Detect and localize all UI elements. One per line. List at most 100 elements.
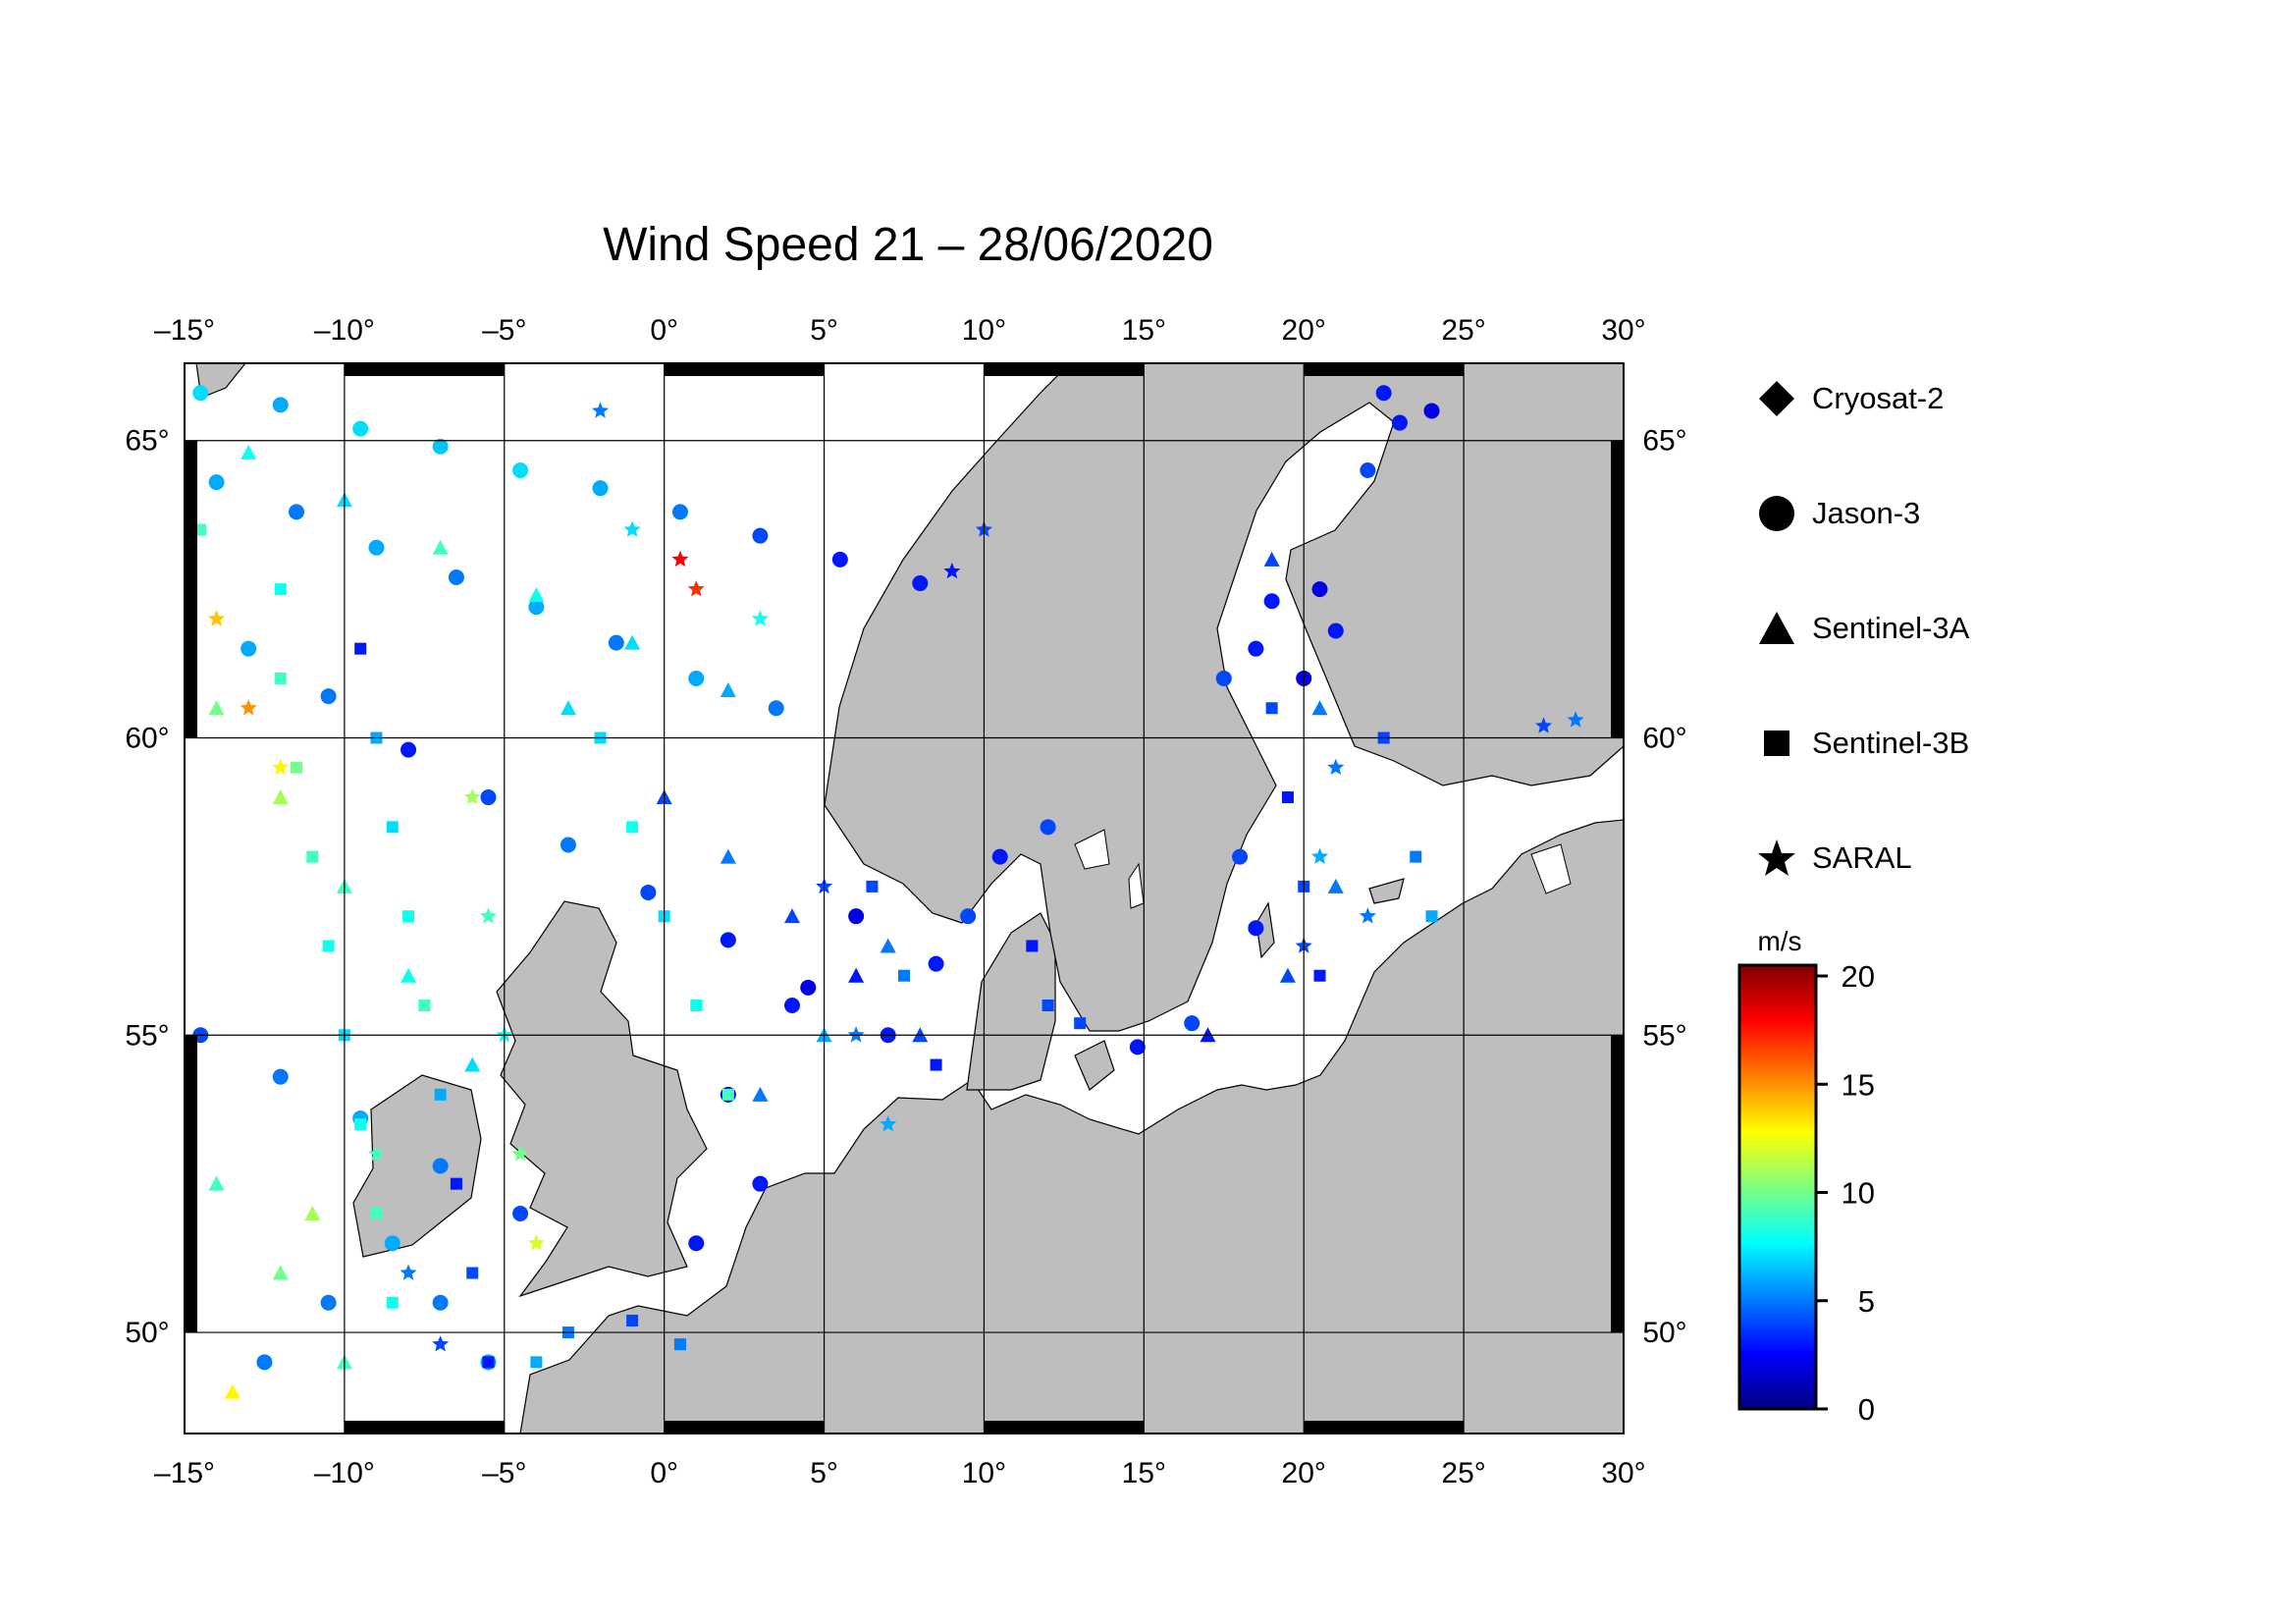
legend-item-sentinel-3b: Sentinel-3B (1757, 718, 2071, 767)
wind-point-jason-3 (1391, 414, 1408, 431)
lat-tick-label-left: 65° (125, 425, 169, 458)
land-zealand (1074, 1040, 1115, 1091)
wind-point-jason-3 (560, 837, 576, 853)
wind-point-jason-3 (1423, 403, 1440, 419)
lon-tick-label-bottom: –10° (314, 1457, 375, 1489)
lon-tick-label-bottom: 10° (962, 1457, 1006, 1489)
wind-point-jason-3 (912, 575, 929, 592)
wind-point-sentinel-3a (1327, 878, 1344, 893)
wind-point-sentinel-3b (690, 1000, 703, 1011)
wind-point-sentinel-3a (848, 967, 865, 983)
wind-point-jason-3 (1311, 581, 1328, 598)
wind-point-jason-3 (432, 1294, 449, 1311)
wind-point-saral (943, 562, 961, 579)
wind-point-jason-3 (752, 1175, 769, 1192)
wind-point-saral (527, 1234, 545, 1251)
wind-point-sentinel-3b (291, 761, 303, 774)
wind-point-jason-3 (208, 474, 225, 491)
wind-point-saral (479, 907, 497, 924)
lon-tick-label-top: 25° (1441, 314, 1485, 347)
wind-point-jason-3 (1232, 848, 1249, 865)
legend-label: SARAL (1812, 840, 1912, 875)
wind-point-sentinel-3a (720, 848, 736, 864)
wind-point-jason-3 (1360, 462, 1376, 478)
grid-lines (185, 363, 1624, 1434)
lon-tick-label-bottom: 0° (650, 1457, 678, 1489)
wind-point-jason-3 (1040, 819, 1056, 836)
lakes (1074, 829, 1572, 909)
frame-bar-top (344, 362, 505, 376)
land-saaremaa (1368, 878, 1405, 904)
wind-point-sentinel-3b (898, 969, 910, 982)
land-continent (519, 819, 1624, 1434)
wind-point-sentinel-3b (482, 1356, 495, 1369)
lon-tick-label-top: 5° (810, 314, 838, 347)
wind-point-jason-3 (384, 1235, 400, 1252)
wind-point-sentinel-3b (274, 672, 287, 684)
wind-point-sentinel-3b (1026, 940, 1039, 952)
frame-bar-left (184, 440, 197, 738)
wind-point-sentinel-3a (783, 908, 800, 924)
lat-tick-label-right: 60° (1642, 723, 1686, 755)
lon-tick-label-bottom: –5° (482, 1457, 526, 1489)
legend-label: Sentinel-3A (1812, 611, 1970, 645)
colorbar-tick-label: 15 (1842, 1067, 1875, 1102)
lon-tick-label-top: 15° (1122, 314, 1166, 347)
lon-tick-label-top: 10° (962, 314, 1006, 347)
land-mass (195, 363, 1624, 1434)
wind-point-jason-3 (320, 688, 337, 705)
wind-point-jason-3 (752, 527, 769, 544)
wind-point-jason-3 (1248, 640, 1264, 657)
wind-point-jason-3 (432, 438, 449, 455)
wind-point-sentinel-3a (528, 587, 545, 603)
lon-tick-label-top: –5° (482, 314, 526, 347)
wind-point-sentinel-3b (1265, 702, 1278, 715)
wind-point-jason-3 (320, 1294, 337, 1311)
colorbar-tick-label: 20 (1842, 959, 1875, 994)
wind-point-jason-3 (289, 504, 305, 520)
wind-point-jason-3 (192, 385, 209, 402)
frame-bar-bottom (664, 1421, 825, 1434)
wind-point-jason-3 (272, 397, 289, 413)
wind-point-saral (671, 550, 689, 568)
wind-point-sentinel-3b (673, 1338, 686, 1351)
colorbar-tick-label: 10 (1842, 1176, 1875, 1211)
wind-point-jason-3 (831, 551, 848, 568)
wind-point-jason-3 (960, 908, 977, 925)
frame-bar-right (1611, 440, 1625, 738)
lon-tick-label-bottom: 30° (1601, 1457, 1645, 1489)
colorbar-gradient (1737, 963, 1818, 1411)
chart-title: Wind Speed 21 – 28/06/2020 (603, 219, 1213, 271)
wind-point-jason-3 (1263, 593, 1280, 610)
wind-point-jason-3 (512, 1205, 529, 1221)
wind-point-saral (367, 1145, 385, 1162)
wind-point-jason-3 (512, 462, 529, 478)
wind-point-jason-3 (528, 599, 545, 616)
wind-point-sentinel-3a (720, 682, 736, 698)
frame-bar-bottom (344, 1421, 505, 1434)
wind-point-saral (1311, 847, 1329, 864)
lake-ladoga (1530, 843, 1572, 894)
lon-tick-label-top: 0° (650, 314, 678, 347)
land-scandinavia (824, 363, 1624, 1032)
legend-item-jason-3: Jason-3 (1757, 488, 2071, 537)
colorbar-title: m/s (1757, 926, 1802, 956)
wind-point-saral (880, 1115, 897, 1132)
lake-vanern (1074, 829, 1110, 870)
colorbar: 20 15 10 5 0 (1737, 959, 1875, 1427)
wind-point-jason-3 (928, 955, 944, 972)
colorbar-tick-label: 5 (1858, 1284, 1875, 1319)
wind-point-saral (623, 520, 641, 537)
wind-point-sentinel-3b (450, 1177, 462, 1190)
circle-icon (1759, 496, 1794, 531)
lon-tick-label-bottom: 25° (1441, 1457, 1485, 1489)
wind-point-sentinel-3a (304, 1205, 321, 1220)
wind-point-jason-3 (448, 569, 464, 585)
legend-label: Sentinel-3B (1812, 726, 1970, 760)
map-frame (184, 362, 1625, 1434)
wind-point-saral (208, 610, 226, 626)
wind-point-sentinel-3a (464, 1056, 481, 1072)
land-gotland (1255, 901, 1275, 959)
wind-point-sentinel-3a (240, 444, 257, 460)
